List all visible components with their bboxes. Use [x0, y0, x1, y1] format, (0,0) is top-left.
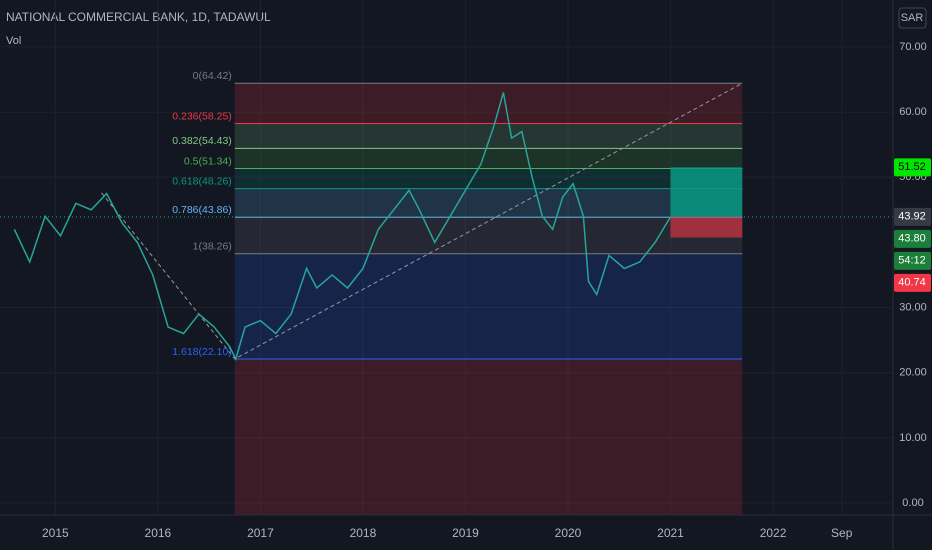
price-label-box: [894, 229, 931, 248]
volume-label: Vol: [6, 35, 21, 47]
price-label-box: [894, 273, 931, 292]
y-tick-label: 10.00: [899, 432, 927, 444]
chart-title: NATIONAL COMMERCIAL BANK, 1D, TADAWUL: [6, 10, 271, 24]
fib-label: 0.5(51.34): [184, 155, 232, 167]
price-label: 43.92: [898, 211, 926, 223]
fib-band: [234, 83, 743, 124]
fib-label: 1(38.26): [193, 241, 232, 253]
x-tick-label: 2019: [452, 526, 479, 540]
y-tick-label: 0.00: [902, 497, 923, 509]
y-tick-label: 20.00: [899, 367, 927, 379]
fib-band: [234, 123, 743, 149]
x-tick-label: 2020: [555, 526, 582, 540]
fib-label: 0.382(54.43): [172, 135, 232, 147]
x-tick-label: 2015: [42, 526, 69, 540]
fib-band: [234, 253, 743, 360]
stop-zone: [670, 216, 743, 238]
x-tick-label: 2022: [760, 526, 787, 540]
price-label: 43.80: [898, 233, 926, 245]
x-tick-label: 2021: [657, 526, 684, 540]
fib-band: [234, 148, 743, 169]
price-label-box: [894, 207, 931, 226]
price-label-box: [894, 158, 931, 177]
fib-band: [234, 217, 743, 254]
fib-label: 0(64.42): [193, 70, 232, 82]
price-label: 51.52: [898, 161, 926, 173]
y-tick-label: 30.00: [899, 301, 927, 313]
fib-band: [234, 188, 743, 218]
fib-band: [234, 168, 743, 189]
trend-line: [101, 82, 743, 360]
fib-label: 1.618(22.10): [172, 346, 232, 358]
x-tick-label: 2016: [145, 526, 172, 540]
price-label: 40.74: [898, 277, 926, 289]
x-tick-label: 2018: [350, 526, 377, 540]
currency: SAR: [901, 12, 924, 24]
fib-band: [234, 359, 743, 515]
y-tick-label: 60.00: [899, 106, 927, 118]
target-zone: [670, 167, 743, 217]
fib-label: 0.786(43.86): [172, 204, 232, 216]
price-label: 54:12: [898, 255, 926, 267]
x-tick-label: Sep: [831, 526, 853, 540]
fib-label: 0.618(48.26): [172, 175, 232, 187]
fib-label: 0.236(58.25): [172, 110, 232, 122]
price-line: [13, 92, 672, 362]
x-tick-label: 2017: [247, 526, 274, 540]
price-label-box: [894, 251, 931, 270]
currency-button[interactable]: [898, 7, 927, 29]
y-tick-label: 70.00: [899, 41, 927, 53]
